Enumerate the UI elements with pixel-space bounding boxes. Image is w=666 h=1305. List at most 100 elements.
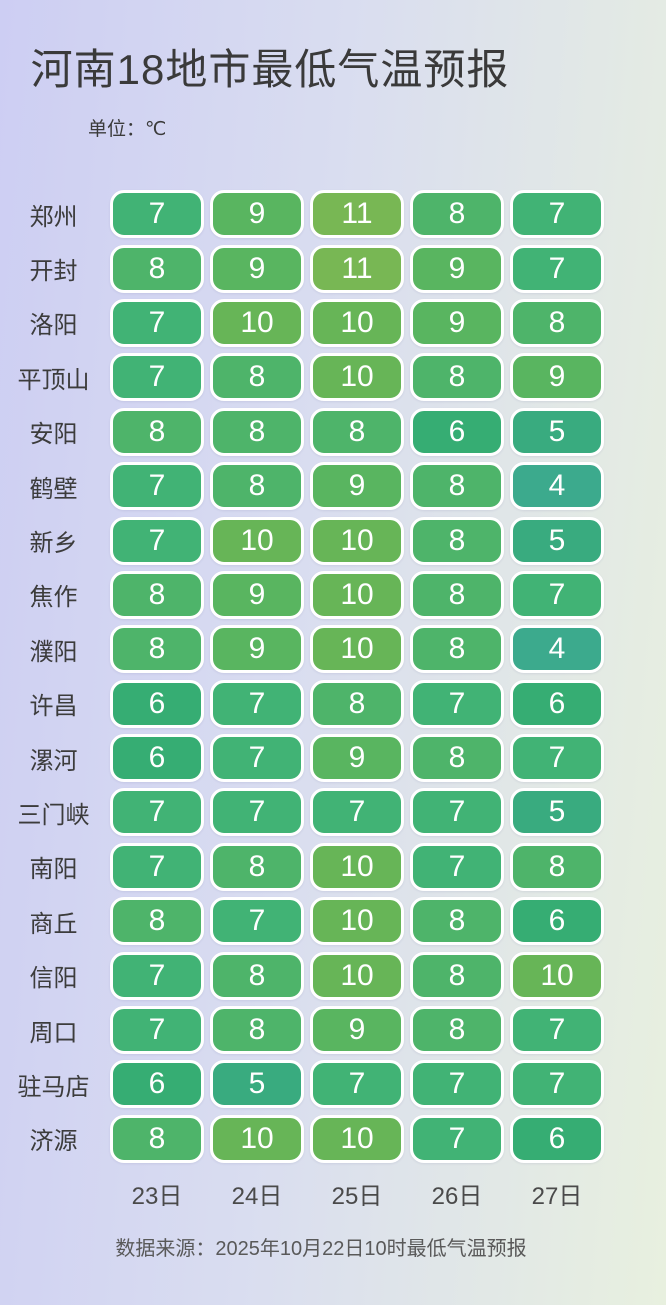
city-label: 驻马店 — [17, 1073, 90, 1101]
temp-cell: 7 — [510, 1006, 604, 1055]
temp-cell-slot: 8 — [407, 731, 507, 785]
temp-cell-slot: 9 — [207, 187, 307, 241]
temp-cell: 8 — [410, 625, 504, 674]
temp-cell-slot: 7 — [507, 241, 607, 295]
temp-cell-slot: 7 — [107, 350, 207, 404]
temp-cell-slot: 5 — [507, 513, 607, 567]
temp-cell: 7 — [310, 788, 404, 837]
temp-cell-slot: 7 — [207, 731, 307, 785]
city-label: 郑州 — [29, 203, 78, 231]
temp-cell-slot: 7 — [107, 296, 207, 350]
temp-cell-slot: 7 — [507, 731, 607, 785]
temp-cell: 8 — [410, 516, 504, 565]
temp-cell-slot: 11 — [307, 187, 407, 241]
temp-cell-slot: 7 — [407, 1112, 507, 1166]
temp-cell-slot: 5 — [507, 785, 607, 839]
temp-cell-slot: 7 — [207, 894, 307, 948]
temp-cell-slot: 8 — [207, 840, 307, 894]
temp-cell-slot: 7 — [507, 187, 607, 241]
city-label: 商丘 — [29, 910, 78, 938]
temp-cell: 10 — [210, 298, 304, 347]
temp-cell: 4 — [510, 625, 604, 674]
temp-cell: 7 — [510, 1060, 604, 1109]
temp-cell: 9 — [310, 734, 404, 783]
temp-cell: 8 — [310, 679, 404, 728]
unit-label: 单位：℃ — [88, 119, 167, 140]
temp-cell: 8 — [310, 407, 404, 456]
temp-cell: 6 — [510, 1114, 604, 1163]
temp-cell-slot: 9 — [407, 241, 507, 295]
temp-cell-slot: 8 — [507, 296, 607, 350]
temp-cell: 7 — [110, 842, 204, 891]
temp-cell: 7 — [210, 679, 304, 728]
temp-cell-slot: 10 — [207, 513, 307, 567]
temp-cell-slot: 9 — [307, 1003, 407, 1057]
city-label: 新乡 — [29, 530, 78, 558]
temp-cell: 8 — [410, 462, 504, 511]
temp-cell-slot: 7 — [407, 1057, 507, 1111]
date-label: 26日 — [431, 1182, 483, 1210]
temp-cell: 7 — [110, 788, 204, 837]
temp-cell: 10 — [310, 353, 404, 402]
temp-cell: 8 — [210, 353, 304, 402]
temp-cell: 8 — [410, 897, 504, 946]
temp-cell-slot: 9 — [207, 241, 307, 295]
temp-cell: 7 — [110, 462, 204, 511]
city-label: 安阳 — [29, 421, 78, 449]
temp-cell: 9 — [410, 244, 504, 293]
temp-cell: 10 — [310, 1114, 404, 1163]
temp-cell: 8 — [210, 407, 304, 456]
temp-cell-slot: 10 — [507, 948, 607, 1002]
temp-cell: 7 — [410, 1114, 504, 1163]
temp-cell-slot: 10 — [307, 948, 407, 1002]
temp-cell-slot: 10 — [307, 1112, 407, 1166]
city-label: 平顶山 — [17, 366, 90, 394]
temp-cell-slot: 9 — [307, 459, 407, 513]
temp-cell: 9 — [310, 462, 404, 511]
temp-cell: 6 — [410, 407, 504, 456]
temp-cell: 11 — [310, 190, 404, 239]
temp-cell-slot: 8 — [107, 568, 207, 622]
date-label: 23日 — [131, 1182, 183, 1210]
temp-cell: 8 — [110, 897, 204, 946]
temp-cell-slot: 9 — [407, 296, 507, 350]
temp-cell-slot: 8 — [407, 187, 507, 241]
temp-cell-slot: 7 — [107, 785, 207, 839]
temp-cell-slot: 10 — [307, 350, 407, 404]
temp-cell-slot: 8 — [407, 894, 507, 948]
temp-cell-slot: 4 — [507, 622, 607, 676]
temp-cell-slot: 8 — [107, 405, 207, 459]
temp-cell: 10 — [310, 625, 404, 674]
temp-cell: 7 — [210, 788, 304, 837]
temp-cell-slot: 10 — [207, 296, 307, 350]
temp-cell: 7 — [110, 1006, 204, 1055]
temp-cell-slot: 6 — [507, 677, 607, 731]
temp-cell-slot: 8 — [207, 1003, 307, 1057]
temp-cell-slot: 8 — [207, 948, 307, 1002]
temp-cell-slot: 10 — [307, 894, 407, 948]
temp-cell-slot: 8 — [407, 568, 507, 622]
temp-cell: 7 — [410, 842, 504, 891]
temp-cell-slot: 10 — [307, 622, 407, 676]
temp-cell: 6 — [510, 679, 604, 728]
temp-cell-slot: 7 — [407, 840, 507, 894]
temp-cell: 9 — [410, 298, 504, 347]
temp-cell: 8 — [510, 842, 604, 891]
temp-cell-slot: 7 — [507, 568, 607, 622]
temp-cell-slot: 7 — [107, 1003, 207, 1057]
temp-cell: 7 — [510, 734, 604, 783]
temp-cell: 9 — [210, 190, 304, 239]
temp-cell: 10 — [310, 298, 404, 347]
temp-cell-slot: 7 — [207, 677, 307, 731]
temp-cell-slot: 9 — [207, 622, 307, 676]
temp-cell-slot: 7 — [107, 513, 207, 567]
temp-cell: 8 — [210, 951, 304, 1000]
temp-cell: 7 — [510, 190, 604, 239]
temp-cell: 8 — [410, 1006, 504, 1055]
temp-cell-slot: 7 — [207, 785, 307, 839]
date-label: 24日 — [231, 1182, 283, 1210]
temp-cell: 6 — [110, 1060, 204, 1109]
temp-cell-slot: 9 — [307, 731, 407, 785]
temp-cell: 7 — [110, 353, 204, 402]
temp-cell: 8 — [410, 951, 504, 1000]
